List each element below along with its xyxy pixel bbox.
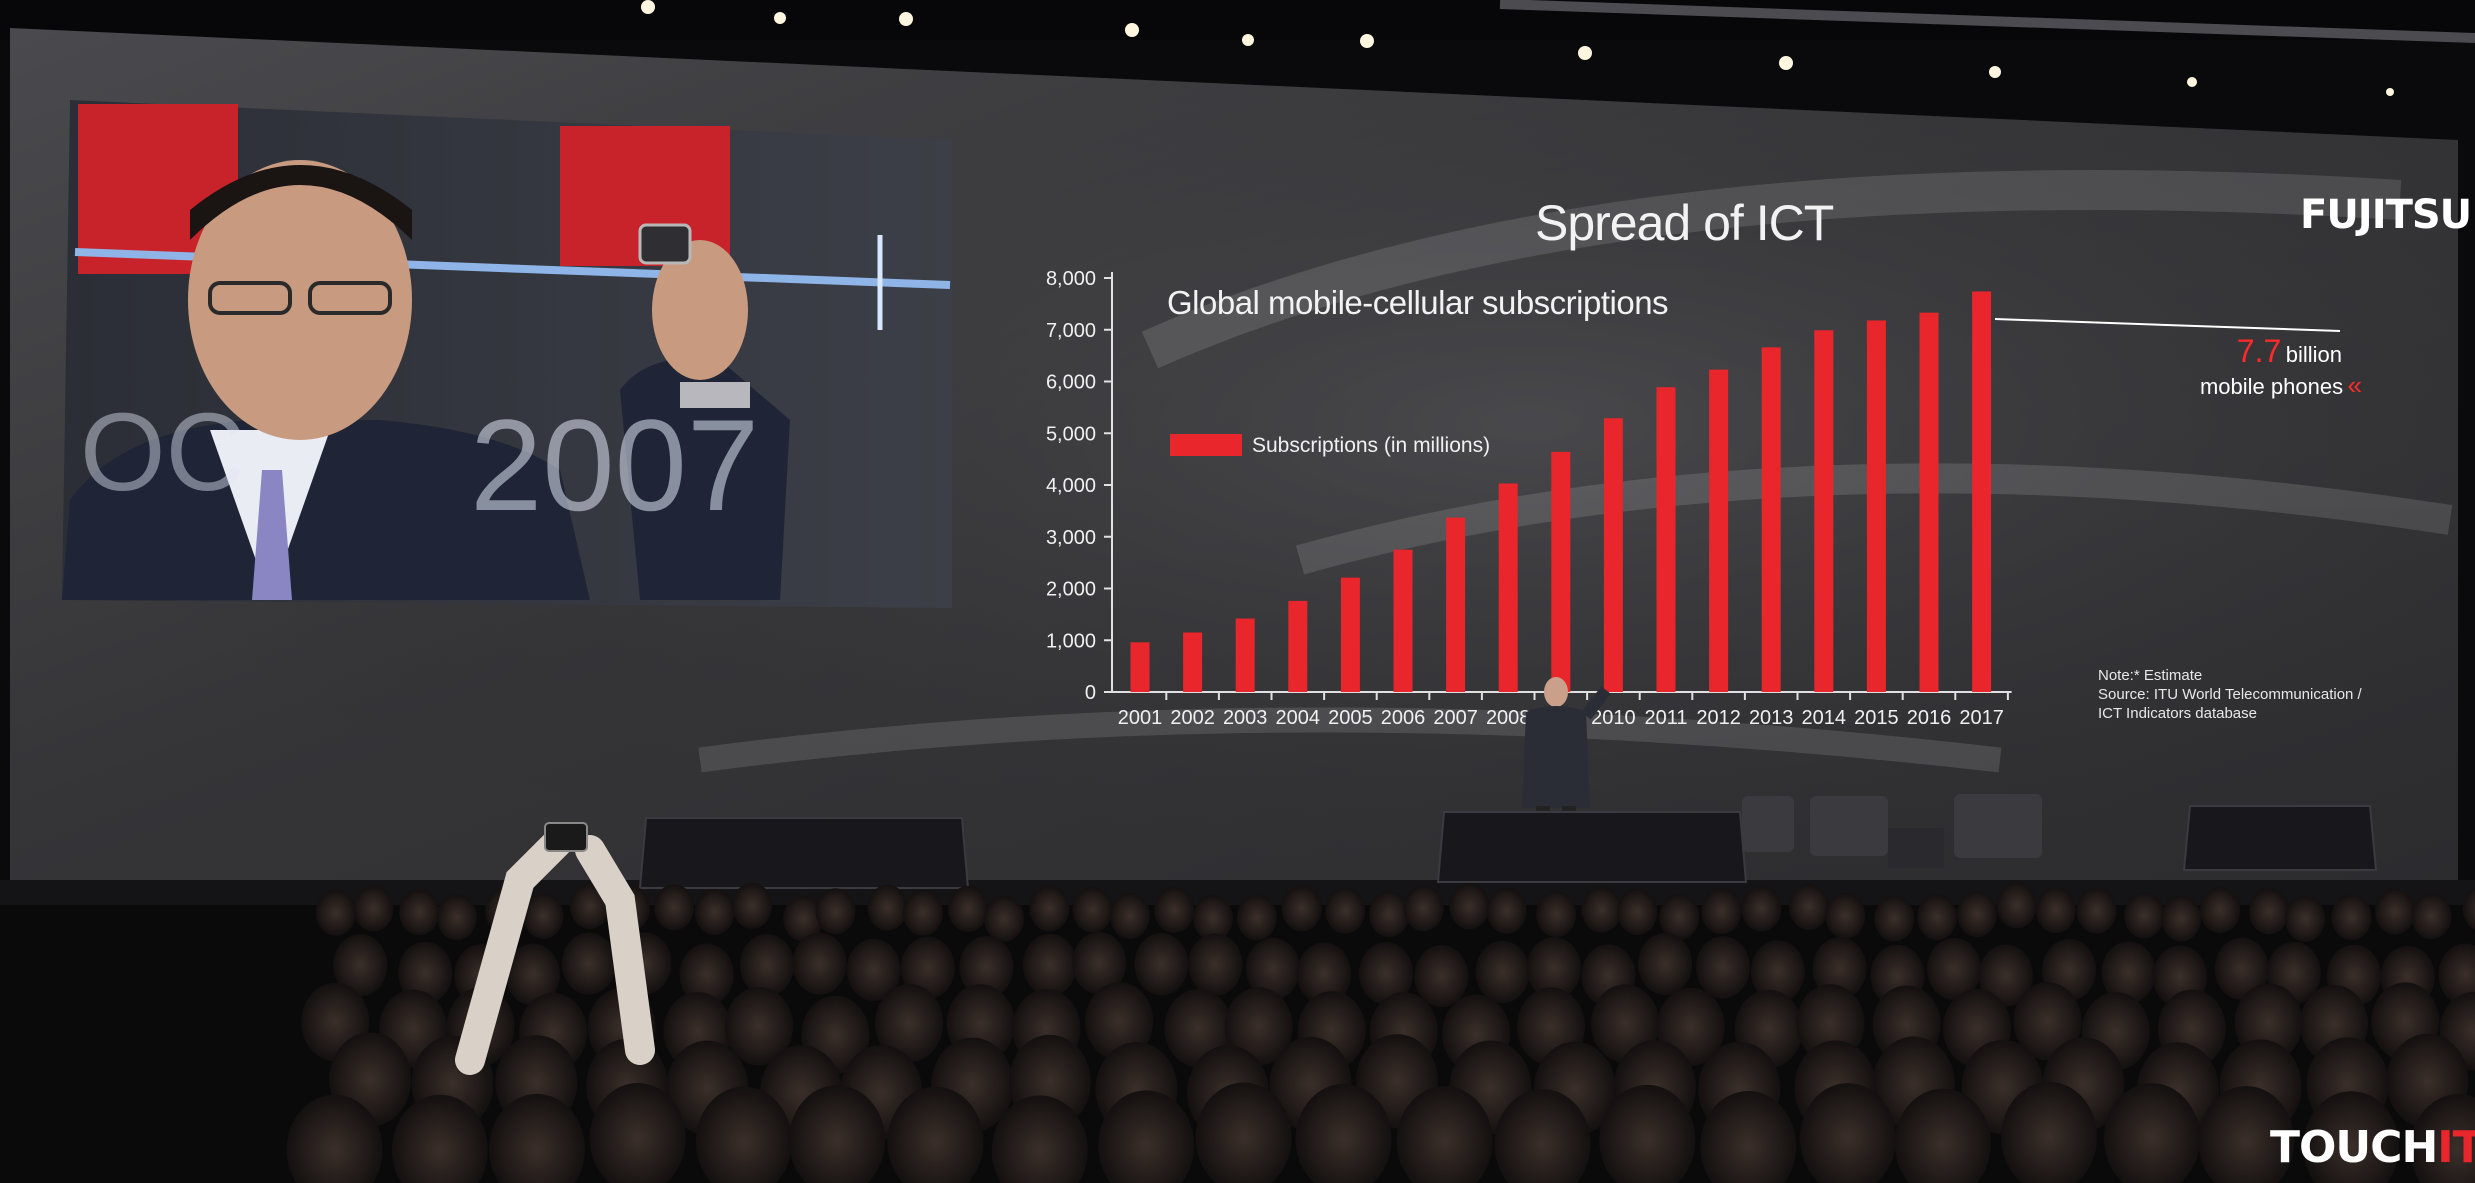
bar-2011	[1656, 387, 1676, 692]
callout-number: 7.7	[2236, 333, 2282, 369]
bar-2004	[1288, 600, 1308, 692]
bar-2012	[1709, 369, 1729, 692]
bar-2003	[1235, 618, 1255, 692]
note-line: ICT Indicators database	[2098, 705, 2257, 722]
note-line: Source: ITU World Telecommunication /	[2098, 686, 2362, 703]
truss	[1499, 0, 2475, 43]
video-bg-year: 2007	[470, 392, 759, 538]
x-tick-label: 2013	[1749, 707, 1794, 729]
watermark-it: IT	[2437, 1122, 2475, 1173]
bar-2002	[1183, 632, 1203, 692]
y-tick-label: 0	[1085, 682, 1096, 704]
callout: 7.7 billion	[2150, 333, 2342, 370]
y-tick-label: 4,000	[1046, 475, 1096, 497]
source-note: Note:* Estimate Source: ITU World Teleco…	[2098, 666, 2362, 723]
callout-arrow-icon: «	[2347, 370, 2362, 400]
bar-2005	[1340, 577, 1360, 692]
bar-2010	[1603, 418, 1623, 692]
slide-title: Spread of ICT	[1535, 195, 1834, 251]
y-tick-label: 7,000	[1046, 320, 1096, 342]
audience-heads	[286, 882, 2475, 1183]
x-tick-label: 2010	[1591, 707, 1636, 729]
y-tick-label: 1,000	[1046, 630, 1096, 652]
stage-monitors	[638, 805, 2378, 889]
x-tick-label: 2012	[1696, 707, 1741, 729]
x-tick-label: 2005	[1328, 707, 1373, 729]
callout-line2: mobile phones	[2199, 374, 2344, 399]
x-tick-label: 2003	[1223, 707, 1268, 729]
x-tick-label: 2008	[1486, 707, 1531, 729]
legend-swatch	[1170, 434, 1242, 456]
bar-2008	[1498, 483, 1518, 692]
bar-2016	[1919, 312, 1939, 692]
stage-chairs	[1742, 794, 2042, 858]
bar-2007	[1446, 517, 1466, 692]
bar-2009	[1551, 451, 1571, 692]
x-tick-label: 2011	[1644, 707, 1687, 729]
side-table	[1888, 828, 1944, 868]
chip-in-hand	[638, 223, 692, 265]
bar-2015	[1866, 320, 1886, 692]
bar-2006	[1393, 549, 1413, 692]
fujitsu-logo: FUJITSU	[2300, 192, 2472, 238]
callout-unit: billion	[2285, 342, 2342, 367]
x-tick-label: 2006	[1381, 707, 1426, 729]
y-tick-label: 6,000	[1046, 372, 1096, 394]
x-tick-label: 2002	[1170, 707, 1215, 729]
bar-2017	[1972, 291, 1992, 692]
speaker-closeup	[62, 160, 790, 600]
x-tick-label: 2015	[1854, 707, 1899, 729]
touchit-watermark: TOUCHIT	[2270, 1122, 2475, 1173]
x-tick-label: 2007	[1433, 707, 1478, 729]
x-tick-label: 2017	[1959, 707, 2004, 729]
y-tick-label: 3,000	[1046, 527, 1096, 549]
bar-2001	[1130, 642, 1150, 692]
x-tick-label: 2001	[1118, 707, 1163, 729]
y-tick-label: 2,000	[1046, 579, 1096, 601]
y-tick-label: 8,000	[1046, 268, 1096, 290]
chart-subtitle: Global mobile-cellular subscriptions	[1167, 284, 1669, 321]
svg-text:OC: OC	[80, 391, 245, 514]
x-tick-label: 2004	[1276, 707, 1321, 729]
note-line: Note:* Estimate	[2098, 667, 2203, 684]
stage-lights	[641, 0, 2394, 96]
callout-line	[1994, 318, 2341, 332]
subscriptions-bar-chart: 0 1,000 2,000 3,000 4,000 5,000 6,000 7,000 8,00…	[1046, 268, 2012, 729]
bar-2014	[1814, 330, 1834, 692]
ceiling	[0, 0, 2475, 40]
bar-2013	[1761, 347, 1781, 692]
x-tick-label: 2014	[1802, 707, 1847, 729]
audience-phone-raised	[455, 822, 655, 1075]
legend-label: Subscriptions (in millions)	[1252, 434, 1491, 457]
watermark-touch: TOUCH	[2270, 1122, 2438, 1173]
y-tick-label: 5,000	[1046, 423, 1096, 445]
x-tick-label: 2016	[1907, 707, 1952, 729]
